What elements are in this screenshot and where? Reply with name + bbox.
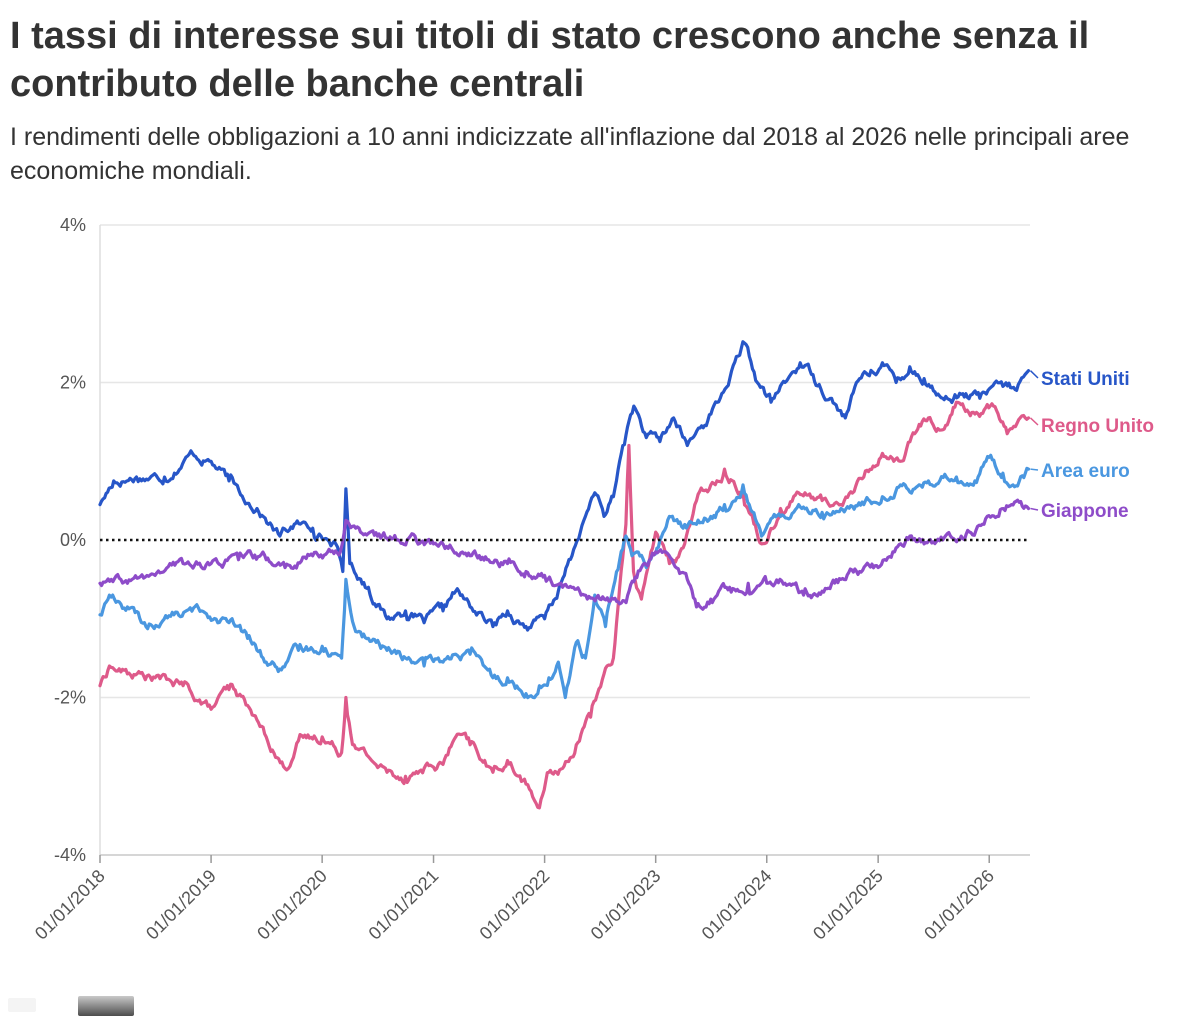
y-tick-label: -2% [54, 688, 86, 708]
series-line [98, 400, 1031, 810]
series-label-leader [1029, 417, 1039, 426]
series-line [98, 453, 1031, 700]
line-chart: -4%-2%0%2%4% 01/01/2018 01/01/2019 01/01/2… [31, 215, 1154, 944]
series-label: Area euro [1041, 461, 1130, 482]
x-tick-label: 01/01/2018 [31, 866, 109, 944]
series-line [98, 498, 1031, 611]
x-axis: 01/01/2018 01/01/2019 01/01/2020 01/01/2021… [31, 854, 1030, 944]
y-tick-label: 4% [60, 215, 86, 235]
y-tick-label: 0% [60, 530, 86, 550]
y-tick-label: 2% [60, 373, 86, 393]
y-tick-label: -4% [54, 845, 86, 865]
x-tick-label: 01/01/2022 [476, 866, 554, 944]
x-tick-label: 01/01/2026 [920, 866, 998, 944]
x-tick-label: 01/01/2023 [587, 866, 665, 944]
y-axis: -4% -2% 0% 2% 4% [54, 215, 101, 865]
series-label-leader [1030, 507, 1039, 511]
series-labels: Stati Uniti Regno Unito Area euro Giappone [1029, 369, 1154, 522]
x-tick-label: 01/01/2020 [253, 866, 331, 944]
series-line [98, 340, 1031, 632]
series-label: Regno Unito [1041, 416, 1154, 437]
publisher-logo [78, 996, 134, 1016]
series-label: Stati Uniti [1041, 369, 1130, 390]
series-label: Giappone [1041, 501, 1129, 522]
chart-title: I tassi di interesse sui titoli di stato… [10, 15, 1090, 105]
x-tick-label: 01/01/2024 [698, 866, 776, 944]
series-label-leader [1029, 370, 1039, 379]
series-lines [98, 340, 1031, 810]
x-tick-label: 01/01/2021 [365, 866, 443, 944]
chart-subtitle: I rendimenti delle obbligazioni a 10 ann… [10, 123, 1130, 185]
x-tick-label: 01/01/2025 [809, 866, 887, 944]
source-logo-mark [8, 998, 36, 1012]
series-label-leader [1030, 468, 1039, 471]
x-tick-label: 01/01/2019 [142, 866, 220, 944]
